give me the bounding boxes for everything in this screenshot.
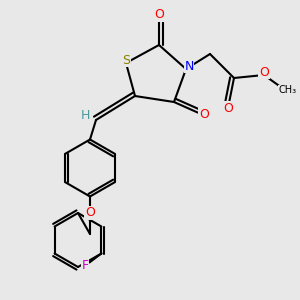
Text: O: O	[199, 107, 209, 121]
Text: N: N	[184, 59, 194, 73]
Text: CH₃: CH₃	[279, 85, 297, 95]
Text: O: O	[223, 101, 233, 115]
Text: O: O	[259, 65, 269, 79]
Text: S: S	[122, 53, 130, 67]
Text: O: O	[85, 206, 95, 220]
Text: O: O	[154, 8, 164, 22]
Text: H: H	[81, 109, 90, 122]
Text: F: F	[81, 259, 88, 272]
